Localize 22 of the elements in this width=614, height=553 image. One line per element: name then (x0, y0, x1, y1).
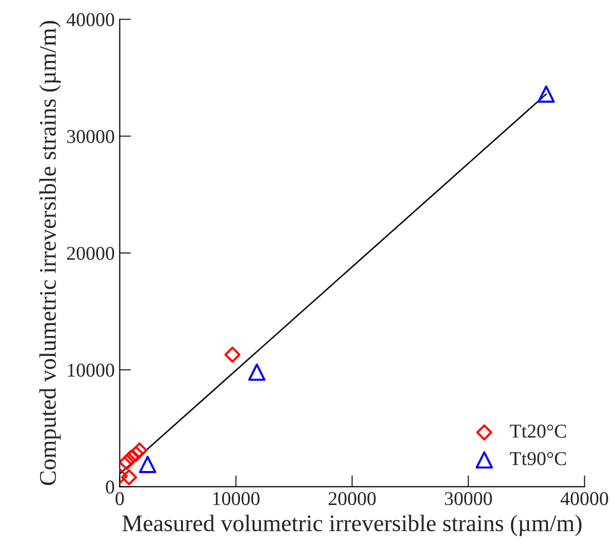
x-tick-label: 40000 (560, 492, 608, 506)
legend-label: Tt20°C (510, 424, 566, 438)
y-axis-title: Computed volumetric irreversible strains (µm/m) (39, 21, 61, 486)
y-tick-label: 20000 (67, 246, 114, 260)
x-tick-label: 10000 (213, 492, 260, 506)
legend-label: Tt90°C (510, 452, 566, 466)
y-tick-label: 40000 (66, 13, 114, 26)
point (128, 446, 144, 462)
point (131, 442, 148, 458)
point (138, 456, 156, 474)
x-tick-label: 30000 (444, 492, 492, 506)
point (121, 469, 138, 486)
point (538, 85, 555, 103)
y-tick-label: 30000 (67, 130, 114, 144)
y-tick-label: 10000 (68, 364, 114, 377)
x-tick-label: 0 (116, 492, 124, 506)
point (248, 364, 266, 381)
x-axis-title: Measured volumetric irreversible strains (µm/m) (122, 514, 582, 536)
point (120, 454, 135, 470)
x-tick-label: 20000 (328, 492, 376, 506)
point (224, 346, 240, 363)
y-tick-label: 0 (106, 480, 114, 494)
